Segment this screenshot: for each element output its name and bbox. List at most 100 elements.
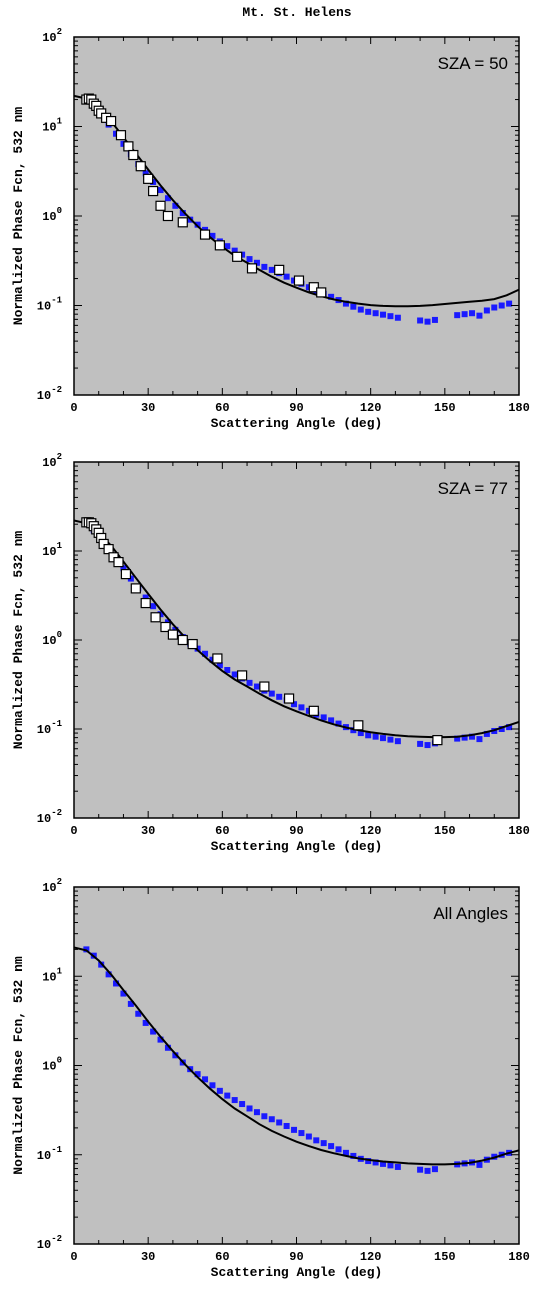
x-tick-label: 150 xyxy=(434,824,456,838)
selected-point xyxy=(162,210,174,222)
measured-point xyxy=(483,730,490,737)
measured-point xyxy=(328,293,335,300)
y-tick-label: 10-2 xyxy=(37,385,62,403)
selected-point xyxy=(177,217,188,228)
y-tick-label: 100 xyxy=(42,206,62,224)
measured-point xyxy=(424,1167,431,1174)
y-tick-label: 102 xyxy=(42,452,62,470)
measured-point xyxy=(231,247,238,254)
selected-point xyxy=(308,282,319,293)
x-tick-label: 0 xyxy=(70,401,77,415)
measured-point xyxy=(380,311,387,318)
measured-point xyxy=(461,734,468,741)
panel-annotation: SZA = 50 xyxy=(438,54,508,73)
selected-point xyxy=(293,275,305,286)
selected-point xyxy=(353,720,364,731)
x-tick-label: 60 xyxy=(215,824,229,838)
measured-point xyxy=(142,1019,149,1026)
selected-point xyxy=(212,653,223,664)
measured-point xyxy=(357,730,364,737)
x-tick-label: 180 xyxy=(508,401,530,415)
measured-point xyxy=(113,980,120,987)
x-tick-label: 150 xyxy=(434,401,456,415)
y-tick-label: 10-2 xyxy=(37,1234,62,1252)
measured-point xyxy=(150,603,157,610)
measured-point xyxy=(506,300,513,307)
chart-panel-3: 0 30 60 90 120 150 180 10-2 10-1 100 101 102 Scatter… xyxy=(11,877,530,1280)
measured-point xyxy=(491,304,498,311)
x-axis-label: Scattering Angle (deg) xyxy=(211,839,383,854)
selected-point xyxy=(232,251,243,262)
measured-point xyxy=(483,307,490,314)
model-curve xyxy=(74,519,519,739)
selected-point xyxy=(283,693,295,704)
measured-point xyxy=(209,1082,216,1089)
x-tick-label: 150 xyxy=(434,1250,456,1264)
measured-point xyxy=(120,990,127,997)
measured-point xyxy=(365,1158,372,1165)
measured-point xyxy=(387,736,394,743)
plot-content xyxy=(74,93,519,325)
x-tick-label: 120 xyxy=(360,824,382,838)
selected-point xyxy=(160,621,171,633)
panel-annotation: SZA = 77 xyxy=(438,479,508,498)
x-axis-label: Scattering Angle (deg) xyxy=(211,1265,383,1280)
measured-point xyxy=(164,195,171,202)
y-axis-label: Normalized Phase Fcn, 532 nm xyxy=(11,107,26,326)
selected-point xyxy=(123,141,134,152)
x-tick-label: 180 xyxy=(508,824,530,838)
plot-content xyxy=(74,946,519,1174)
measured-point xyxy=(417,740,424,747)
measured-point xyxy=(476,736,483,743)
model-curve xyxy=(74,94,519,308)
measured-point xyxy=(380,735,387,742)
measured-point xyxy=(365,732,372,739)
measured-point xyxy=(417,1166,424,1173)
measured-point xyxy=(253,1109,260,1116)
selected-point xyxy=(316,287,327,298)
selected-point xyxy=(432,735,443,746)
measured-point xyxy=(335,1146,342,1153)
measured-point xyxy=(231,1097,238,1104)
selected-point xyxy=(113,557,124,568)
selected-point xyxy=(199,229,211,240)
measured-point xyxy=(328,1143,335,1150)
plot-area xyxy=(74,462,519,818)
measured-point xyxy=(253,259,260,266)
measured-point xyxy=(424,318,431,325)
measured-point xyxy=(216,662,223,669)
measured-point xyxy=(261,263,268,270)
measured-point xyxy=(216,1087,223,1094)
y-tick-label: 10-2 xyxy=(37,808,62,826)
measured-point xyxy=(342,300,349,307)
measured-point xyxy=(350,303,357,310)
measured-point xyxy=(320,1140,327,1147)
x-tick-label: 30 xyxy=(141,1250,155,1264)
measured-point xyxy=(202,650,209,657)
selected-point xyxy=(115,130,127,141)
selected-point xyxy=(120,569,132,580)
measured-point xyxy=(164,1044,171,1051)
measured-point xyxy=(431,316,438,323)
measured-point xyxy=(291,1126,298,1133)
measured-point xyxy=(105,971,112,978)
x-tick-label: 60 xyxy=(215,401,229,415)
measured-point xyxy=(469,733,476,740)
measured-point xyxy=(372,1159,379,1166)
measured-point xyxy=(157,187,164,194)
measured-point xyxy=(454,735,461,742)
measured-point xyxy=(202,1076,209,1083)
measured-point xyxy=(476,1161,483,1168)
measured-point xyxy=(172,1052,179,1059)
measured-point xyxy=(283,1122,290,1129)
measured-point xyxy=(454,312,461,319)
measured-point xyxy=(224,243,231,250)
measured-point xyxy=(372,733,379,740)
selected-point xyxy=(177,634,188,646)
measured-point xyxy=(498,302,505,309)
selected-point xyxy=(148,185,159,197)
y-tick-label: 101 xyxy=(42,541,62,559)
measured-point xyxy=(283,273,290,280)
measured-point xyxy=(268,266,275,273)
selected-point xyxy=(167,629,178,640)
